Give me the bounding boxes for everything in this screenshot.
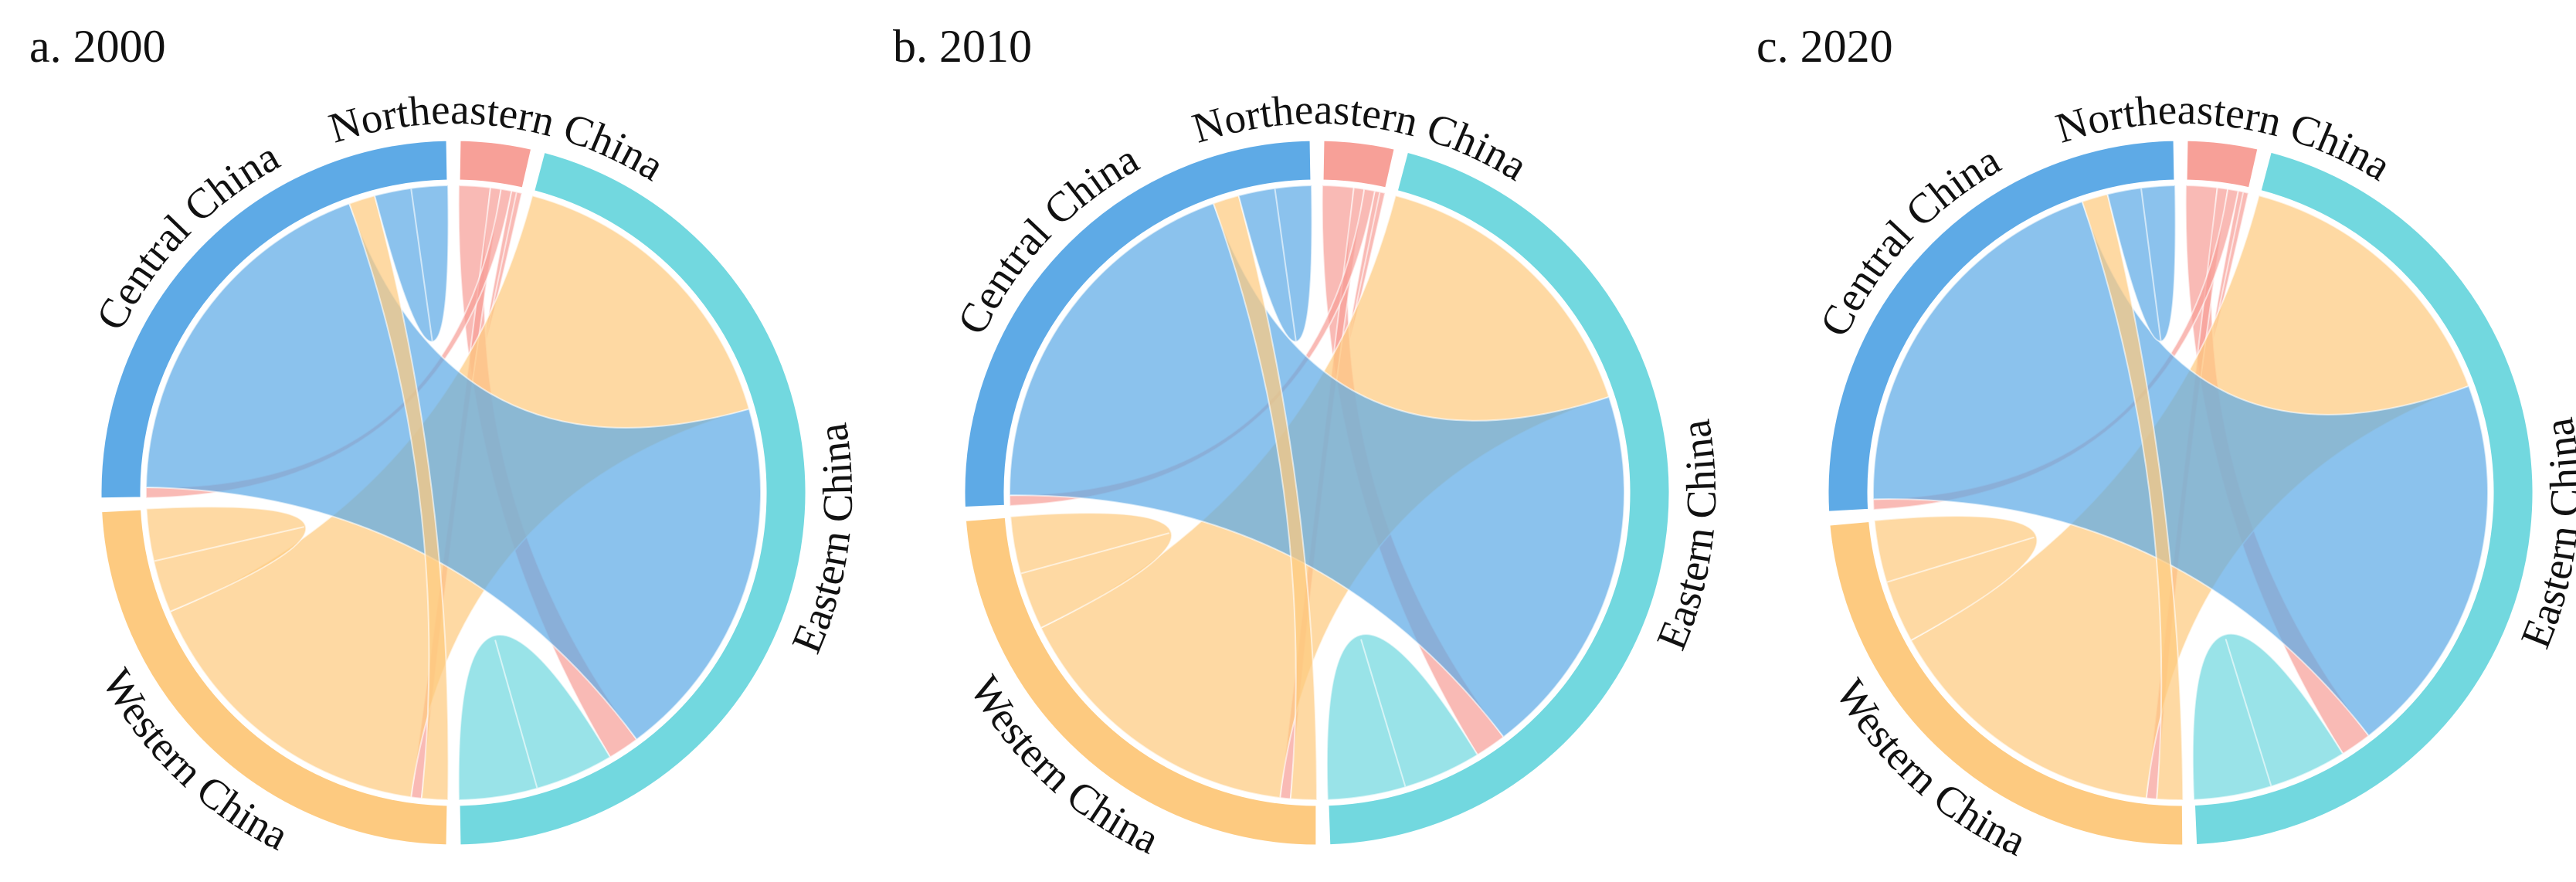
ribbon [2081, 193, 2184, 801]
ribbon [457, 634, 612, 801]
group-arc [99, 138, 450, 500]
ribbon [348, 195, 450, 801]
group-arc [963, 515, 1319, 847]
ribbons [145, 185, 762, 801]
ribbons [1872, 185, 2489, 801]
group-arc [457, 150, 808, 847]
ribbon [1872, 200, 2489, 738]
ribbons [1009, 185, 1625, 802]
ribbon [373, 185, 450, 343]
ribbon [2106, 185, 2177, 342]
group-arc [1828, 519, 2185, 847]
group-arc [1321, 138, 1397, 190]
group-arc [1826, 138, 2177, 514]
group-arc [1326, 150, 1672, 847]
group-arc [2184, 138, 2260, 190]
ribbon [1010, 512, 1173, 629]
panel-title: c. 2020 [1756, 21, 1893, 72]
ribbon [145, 202, 762, 741]
ribbon [1325, 633, 1479, 801]
group-arc [457, 138, 534, 190]
group-arc [100, 507, 450, 847]
ribbon [2191, 633, 2344, 801]
group-arc [2192, 150, 2535, 847]
ribbon [145, 506, 307, 613]
ribbon [1212, 194, 1318, 802]
group-arc [962, 138, 1313, 510]
panel-title: a. 2000 [29, 21, 166, 72]
ribbon [1873, 515, 2038, 642]
panel-title: b. 2010 [893, 21, 1032, 72]
ribbon [1237, 185, 1313, 343]
